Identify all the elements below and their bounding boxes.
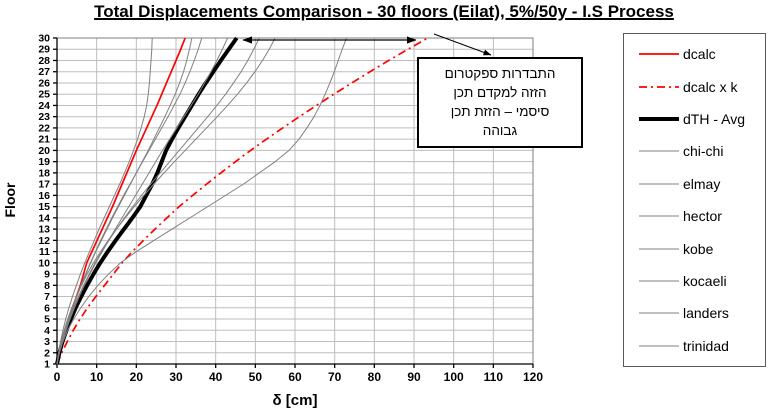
svg-text:90: 90	[407, 370, 421, 384]
x-axis-title: δ [cm]	[272, 392, 318, 409]
svg-text:24: 24	[38, 100, 50, 112]
svg-text:0: 0	[54, 370, 61, 384]
legend-line-sample-icon	[639, 215, 679, 217]
svg-text:27: 27	[38, 66, 50, 78]
legend-line-sample-icon	[639, 85, 679, 88]
svg-text:100: 100	[444, 370, 464, 384]
svg-text:12: 12	[38, 235, 50, 247]
svg-text:18: 18	[38, 167, 50, 179]
svg-text:5: 5	[44, 314, 50, 326]
series-line-kocaeli	[56, 37, 260, 365]
svg-text:20: 20	[38, 145, 50, 157]
svg-text:60: 60	[288, 370, 302, 384]
legend-label: kocaeli	[683, 272, 727, 289]
legend: dcalc dcalc x k dTH - Avg chi-chi elmay hecto…	[623, 33, 766, 367]
chart-title: Total Displacements Comparison - 30 floo…	[94, 2, 674, 21]
svg-text:80: 80	[368, 370, 382, 384]
legend-line-sample-icon	[639, 183, 679, 185]
series-line-kobe	[56, 37, 229, 365]
svg-text:28: 28	[38, 55, 50, 67]
legend-label: hector	[683, 208, 722, 225]
legend-label: elmay	[683, 175, 721, 192]
legend-item-trinidad: trinidad	[638, 338, 763, 354]
legend-label: landers	[683, 305, 729, 322]
svg-text:50: 50	[249, 370, 263, 384]
legend-label: dTH - Avg	[683, 110, 745, 127]
svg-text:29: 29	[38, 44, 50, 56]
svg-text:25: 25	[38, 89, 50, 101]
svg-text:9: 9	[44, 269, 50, 281]
svg-text:11: 11	[39, 246, 50, 258]
legend-label: kobe	[683, 240, 714, 257]
x-tick-labels: 0 10 20 30 40 50 60 70 80 90 100 110 120	[54, 370, 544, 384]
legend-label: dcalc x k	[683, 78, 738, 95]
series-line-dcalc x k	[56, 37, 429, 365]
legend-item-kocaeli: kocaeli	[638, 273, 763, 289]
svg-text:21: 21	[38, 134, 50, 146]
svg-text:4: 4	[44, 325, 50, 337]
svg-text:22: 22	[38, 122, 50, 134]
annotation-callout: התבדרות ספקטרום הזזה למקדם תכן סיסמי – ה…	[417, 57, 583, 148]
legend-item-chi-chi: chi-chi	[638, 143, 763, 159]
annotation-line: סיסמי – הזזת תכן	[450, 104, 550, 120]
svg-text:15: 15	[38, 201, 50, 213]
series-line-dTH - Avg	[55, 36, 239, 365]
legend-line-sample-icon	[639, 150, 679, 152]
svg-text:6: 6	[44, 302, 50, 314]
legend-label: dcalc	[683, 46, 716, 63]
svg-text:10: 10	[90, 370, 104, 384]
y-axis-title: Floor	[2, 182, 18, 218]
legend-line-sample-icon	[639, 53, 679, 56]
svg-text:10: 10	[38, 257, 50, 269]
svg-text:20: 20	[130, 370, 144, 384]
series-line-chi-chi	[56, 37, 153, 365]
legend-line-sample-icon	[639, 116, 679, 121]
annotation-line: הזזה למקדם תכן	[453, 85, 547, 101]
svg-text:23: 23	[38, 111, 50, 123]
svg-text:14: 14	[38, 212, 50, 224]
annotation-line: התבדרות ספקטרום	[444, 66, 556, 81]
series-line-elmay	[56, 37, 193, 365]
svg-text:26: 26	[38, 77, 50, 89]
series-line-hector	[56, 37, 203, 365]
legend-item-hector: hector	[638, 208, 763, 224]
legend-label: chi-chi	[683, 143, 724, 160]
svg-text:13: 13	[38, 224, 50, 236]
svg-text:40: 40	[209, 370, 223, 384]
legend-line-sample-icon	[639, 345, 679, 347]
svg-text:110: 110	[484, 370, 504, 384]
svg-text:120: 120	[523, 370, 543, 384]
legend-item-kobe: kobe	[638, 241, 763, 257]
svg-text:7: 7	[44, 291, 50, 303]
callout-arrow	[433, 33, 492, 56]
series-line-landers	[56, 37, 276, 365]
y-tick-labels: 1234567891011121314151617181920212223242…	[38, 33, 50, 371]
legend-item-elmay: elmay	[638, 176, 763, 192]
legend-label: trinidad	[683, 337, 729, 354]
legend-line-sample-icon	[639, 312, 679, 314]
annotation-line: גבוהה	[482, 123, 518, 139]
svg-text:3: 3	[44, 336, 50, 348]
legend-line-sample-icon	[639, 248, 679, 250]
legend-item-dcalc: dcalc	[638, 46, 763, 62]
legend-line-sample-icon	[639, 280, 679, 282]
svg-text:17: 17	[38, 179, 50, 191]
svg-text:30: 30	[38, 33, 50, 45]
svg-text:1: 1	[44, 359, 50, 371]
svg-text:19: 19	[38, 156, 50, 168]
svg-text:16: 16	[38, 190, 50, 202]
legend-item-dTH - Avg: dTH - Avg	[638, 111, 763, 127]
svg-text:2: 2	[44, 347, 50, 359]
series-line-trinidad	[56, 37, 348, 365]
svg-text:70: 70	[328, 370, 342, 384]
svg-text:30: 30	[169, 370, 183, 384]
axes	[53, 37, 534, 368]
legend-item-dcalc x k: dcalc x k	[638, 79, 763, 95]
legend-item-landers: landers	[638, 305, 763, 321]
svg-text:8: 8	[44, 280, 50, 292]
